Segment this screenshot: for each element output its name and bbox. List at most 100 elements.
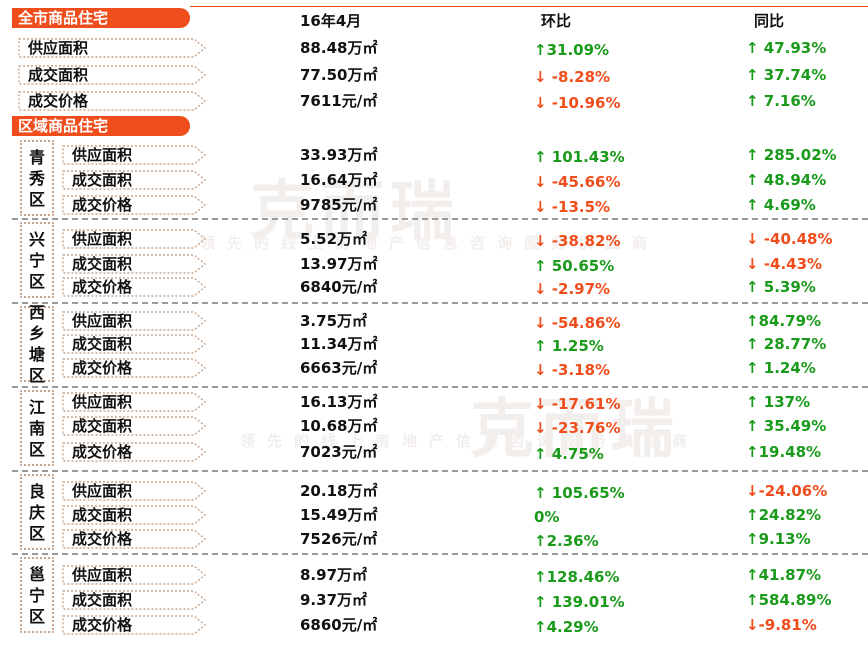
label-arrow-frame bbox=[18, 38, 207, 58]
cell-mom: ↓ -38.82% bbox=[534, 232, 621, 250]
row-label-text: 成交面积 bbox=[72, 591, 133, 609]
cell-value: 8.97万㎡ bbox=[300, 566, 368, 584]
cell-mom: ↓ -8.28% bbox=[534, 68, 611, 86]
cell-yoy: ↑84.79% bbox=[746, 312, 822, 330]
row-label-text: 成交面积 bbox=[72, 171, 133, 189]
cell-value: 88.48万㎡ bbox=[300, 39, 378, 57]
label-arrow-frame bbox=[62, 505, 207, 525]
cell-mom: ↓ -17.61% bbox=[534, 395, 621, 413]
row-label: 成交价格 bbox=[62, 358, 207, 378]
label-arrow-frame bbox=[62, 311, 207, 331]
city-section-title: 全市商品住宅 bbox=[12, 8, 190, 28]
cell-yoy: ↑ 1.24% bbox=[746, 359, 816, 377]
row-label-text: 供应面积 bbox=[72, 393, 133, 411]
row-label-text: 供应面积 bbox=[72, 566, 133, 584]
cell-value: 9.37万㎡ bbox=[300, 591, 368, 609]
cell-mom: ↓ -23.76% bbox=[534, 419, 621, 437]
row-label-text: 成交面积 bbox=[72, 417, 133, 435]
cell-yoy: ↑ 4.69% bbox=[746, 196, 816, 214]
cell-value: 16.64万㎡ bbox=[300, 171, 378, 189]
cell-mom: ↓ -3.18% bbox=[534, 361, 611, 379]
cell-value: 15.49万㎡ bbox=[300, 506, 378, 524]
cell-value: 7526元/㎡ bbox=[300, 530, 378, 548]
group-separator bbox=[12, 302, 868, 304]
cell-yoy: ↑ 7.16% bbox=[746, 92, 816, 110]
cell-value: 33.93万㎡ bbox=[300, 146, 378, 164]
group-separator bbox=[12, 386, 868, 388]
column-header-yoy: 同比 bbox=[754, 12, 785, 30]
cell-yoy: ↑41.87% bbox=[746, 566, 822, 584]
cell-yoy: ↓ -40.48% bbox=[746, 230, 833, 248]
row-label: 成交面积 bbox=[62, 254, 207, 274]
row-label: 成交面积 bbox=[62, 170, 207, 190]
row-label: 成交价格 bbox=[62, 195, 207, 215]
cell-yoy: ↓-9.81% bbox=[746, 616, 817, 634]
label-arrow-frame bbox=[62, 277, 207, 297]
cell-yoy: ↑ 5.39% bbox=[746, 278, 816, 296]
row-label-text: 成交价格 bbox=[72, 359, 133, 377]
row-label: 成交价格 bbox=[62, 442, 207, 462]
cell-mom: ↓ -2.97% bbox=[534, 280, 611, 298]
cell-mom: ↓ -54.86% bbox=[534, 314, 621, 332]
cell-yoy: ↑ 35.49% bbox=[746, 417, 827, 435]
row-label-text: 供应面积 bbox=[28, 39, 89, 57]
label-arrow-frame bbox=[62, 170, 207, 190]
row-label: 成交价格 bbox=[18, 91, 207, 111]
district-name: 西 乡 塘 区 bbox=[20, 303, 54, 385]
cell-yoy: ↑9.13% bbox=[746, 530, 811, 548]
label-arrow-frame bbox=[62, 358, 207, 378]
district-name: 良 庆 区 bbox=[20, 474, 54, 550]
cell-mom: ↑31.09% bbox=[534, 41, 610, 59]
cell-mom: ↓ -10.96% bbox=[534, 94, 621, 112]
label-arrow-frame bbox=[62, 416, 207, 436]
row-label: 供应面积 bbox=[62, 229, 207, 249]
cell-yoy: ↓-24.06% bbox=[746, 482, 828, 500]
cell-value: 13.97万㎡ bbox=[300, 255, 378, 273]
cell-yoy: ↑ 48.94% bbox=[746, 171, 827, 189]
row-label: 供应面积 bbox=[18, 38, 207, 58]
cell-mom: ↓ -13.5% bbox=[534, 198, 611, 216]
cell-mom: ↑ 4.75% bbox=[534, 445, 604, 463]
label-arrow-frame bbox=[62, 229, 207, 249]
label-arrow-frame bbox=[62, 529, 207, 549]
row-label: 成交面积 bbox=[62, 505, 207, 525]
cell-value: 11.34万㎡ bbox=[300, 335, 378, 353]
row-label-text: 成交价格 bbox=[72, 616, 133, 634]
row-label-text: 成交价格 bbox=[28, 92, 89, 110]
cell-mom: ↑ 101.43% bbox=[534, 148, 625, 166]
row-label: 成交价格 bbox=[62, 615, 207, 635]
label-arrow-frame bbox=[62, 145, 207, 165]
cell-mom: ↑4.29% bbox=[534, 618, 599, 636]
cell-mom: ↑128.46% bbox=[534, 568, 620, 586]
row-label-text: 供应面积 bbox=[72, 230, 133, 248]
row-label-text: 供应面积 bbox=[72, 146, 133, 164]
row-label-text: 成交价格 bbox=[72, 443, 133, 461]
row-label-text: 成交面积 bbox=[72, 255, 133, 273]
cell-yoy: ↑ 47.93% bbox=[746, 39, 827, 57]
row-label: 供应面积 bbox=[62, 565, 207, 585]
row-label: 成交价格 bbox=[62, 277, 207, 297]
label-arrow-frame bbox=[62, 481, 207, 501]
district-section-title: 区域商品住宅 bbox=[12, 116, 190, 136]
cell-value: 9785元/㎡ bbox=[300, 196, 378, 214]
label-arrow-frame bbox=[62, 590, 207, 610]
row-label: 成交价格 bbox=[62, 529, 207, 549]
row-label: 成交面积 bbox=[18, 65, 207, 85]
cell-mom: ↑ 105.65% bbox=[534, 484, 625, 502]
column-header-mom: 环比 bbox=[541, 12, 572, 30]
group-separator bbox=[12, 470, 868, 472]
label-arrow-frame bbox=[18, 65, 207, 85]
cell-yoy: ↑ 37.74% bbox=[746, 66, 827, 84]
cell-value: 7023元/㎡ bbox=[300, 443, 378, 461]
row-label: 供应面积 bbox=[62, 145, 207, 165]
cell-yoy: ↑584.89% bbox=[746, 591, 832, 609]
cell-value: 20.18万㎡ bbox=[300, 482, 378, 500]
row-label-text: 成交面积 bbox=[72, 506, 133, 524]
cell-value: 16.13万㎡ bbox=[300, 393, 378, 411]
row-label: 成交面积 bbox=[62, 334, 207, 354]
label-arrow-frame bbox=[62, 334, 207, 354]
label-arrow-frame bbox=[62, 392, 207, 412]
label-arrow-frame bbox=[62, 442, 207, 462]
group-separator bbox=[12, 553, 868, 555]
cell-yoy: ↑19.48% bbox=[746, 443, 822, 461]
